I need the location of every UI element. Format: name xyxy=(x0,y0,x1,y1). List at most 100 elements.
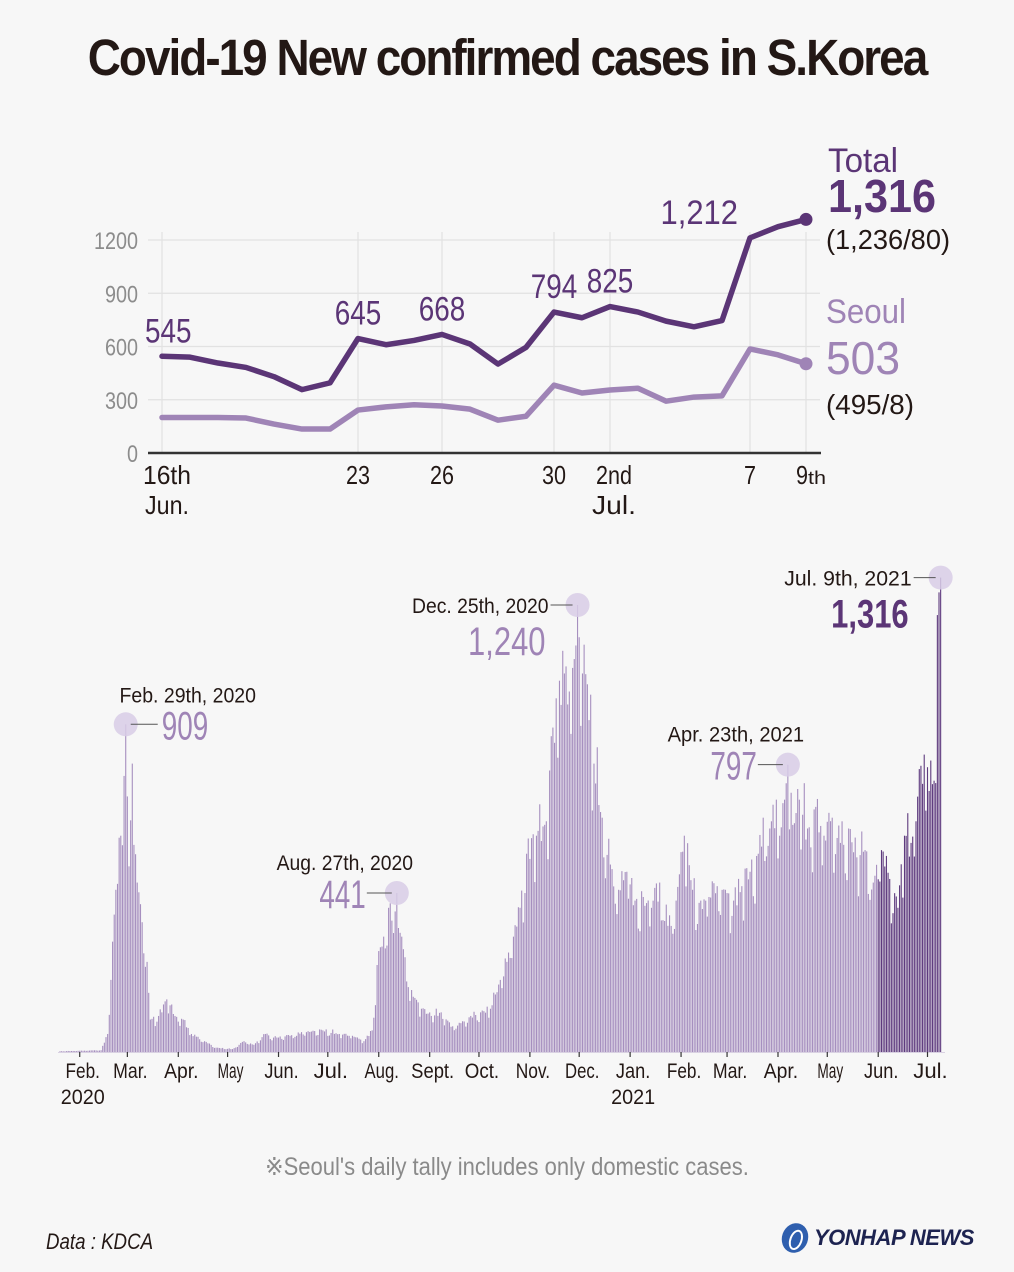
bar xyxy=(565,666,567,1052)
month-label: Nov. xyxy=(516,1060,550,1083)
bar xyxy=(95,1050,97,1052)
bar xyxy=(851,842,853,1052)
bar xyxy=(688,865,690,1052)
bar xyxy=(912,836,914,1052)
bar xyxy=(190,1033,192,1052)
bar xyxy=(522,922,524,1052)
bar xyxy=(818,832,820,1052)
bar xyxy=(494,994,496,1052)
bar xyxy=(586,684,588,1052)
bar xyxy=(376,965,378,1052)
bar xyxy=(700,900,702,1052)
legend-seoul-breakdown: (495/8) xyxy=(826,389,914,420)
bar xyxy=(567,704,569,1052)
bar xyxy=(834,854,837,1052)
bar xyxy=(563,673,565,1052)
bar xyxy=(885,855,887,1052)
bar xyxy=(590,694,592,1052)
bar xyxy=(353,1036,355,1052)
yonhap-globe-icon xyxy=(777,1219,813,1257)
bar xyxy=(314,1031,316,1052)
bar xyxy=(821,865,823,1052)
bar xyxy=(613,886,615,1052)
bar xyxy=(698,902,700,1052)
peak-date: Feb. 29th, 2020 xyxy=(119,684,256,707)
bar xyxy=(468,1017,470,1052)
bar xyxy=(558,680,561,1052)
bar xyxy=(369,1031,372,1052)
bar xyxy=(307,1031,309,1052)
bar xyxy=(529,858,531,1052)
month-label: Feb. xyxy=(66,1060,100,1083)
bar xyxy=(158,1015,160,1052)
bar xyxy=(189,1035,191,1052)
bar xyxy=(151,1018,153,1052)
bar xyxy=(931,784,933,1052)
bar xyxy=(162,1004,165,1052)
x-tick-label-month: Jul. xyxy=(592,490,636,520)
bar xyxy=(491,1005,493,1052)
bar xyxy=(302,1034,304,1052)
bar xyxy=(572,667,574,1052)
bar xyxy=(802,814,804,1052)
bar xyxy=(300,1032,303,1052)
month-label: Jul. xyxy=(913,1060,947,1083)
bar xyxy=(632,905,634,1052)
bar xyxy=(514,925,516,1052)
bar xyxy=(248,1044,250,1052)
bar xyxy=(245,1042,247,1052)
bar xyxy=(660,920,662,1052)
bar xyxy=(396,893,398,1052)
bar xyxy=(900,864,902,1052)
bar xyxy=(583,644,585,1052)
legend-seoul-value: 503 xyxy=(826,332,900,384)
bar xyxy=(499,979,501,1052)
bar xyxy=(378,951,380,1052)
bar xyxy=(118,837,120,1052)
bar xyxy=(143,953,145,1052)
bar xyxy=(70,1050,73,1052)
bar xyxy=(417,1002,419,1052)
series-line-total xyxy=(159,216,809,393)
bar xyxy=(667,925,669,1052)
bar xyxy=(409,1000,411,1052)
bar xyxy=(366,1035,368,1052)
bar xyxy=(429,1012,431,1052)
bar xyxy=(266,1033,268,1052)
bar xyxy=(116,883,119,1052)
bar xyxy=(754,903,756,1052)
bar xyxy=(222,1047,224,1052)
bar xyxy=(199,1039,201,1052)
bar xyxy=(156,1021,158,1052)
bar xyxy=(182,1019,184,1052)
bar xyxy=(445,1019,447,1052)
bar xyxy=(843,844,845,1052)
bar xyxy=(509,957,511,1052)
bar xyxy=(185,1027,188,1052)
bar xyxy=(148,992,150,1052)
bar xyxy=(184,1020,186,1052)
bar xyxy=(772,804,774,1052)
bar xyxy=(711,881,713,1052)
bar xyxy=(530,838,533,1052)
bar xyxy=(414,997,416,1052)
bar xyxy=(507,952,510,1052)
bar xyxy=(659,882,661,1052)
bar xyxy=(861,831,863,1052)
bar xyxy=(159,1009,161,1052)
bar xyxy=(113,914,115,1052)
bar xyxy=(838,825,840,1052)
bar xyxy=(427,1013,429,1052)
y-tick-label: 300 xyxy=(105,388,138,415)
bar xyxy=(570,733,572,1052)
x-tick-label: 26 xyxy=(430,460,454,490)
bar xyxy=(798,799,800,1052)
bar xyxy=(678,874,680,1052)
bar xyxy=(705,900,707,1052)
bar xyxy=(291,1035,293,1052)
bar xyxy=(726,893,728,1052)
bar xyxy=(415,999,418,1052)
bar xyxy=(466,1022,469,1052)
bar xyxy=(836,837,838,1052)
bar xyxy=(391,920,393,1052)
